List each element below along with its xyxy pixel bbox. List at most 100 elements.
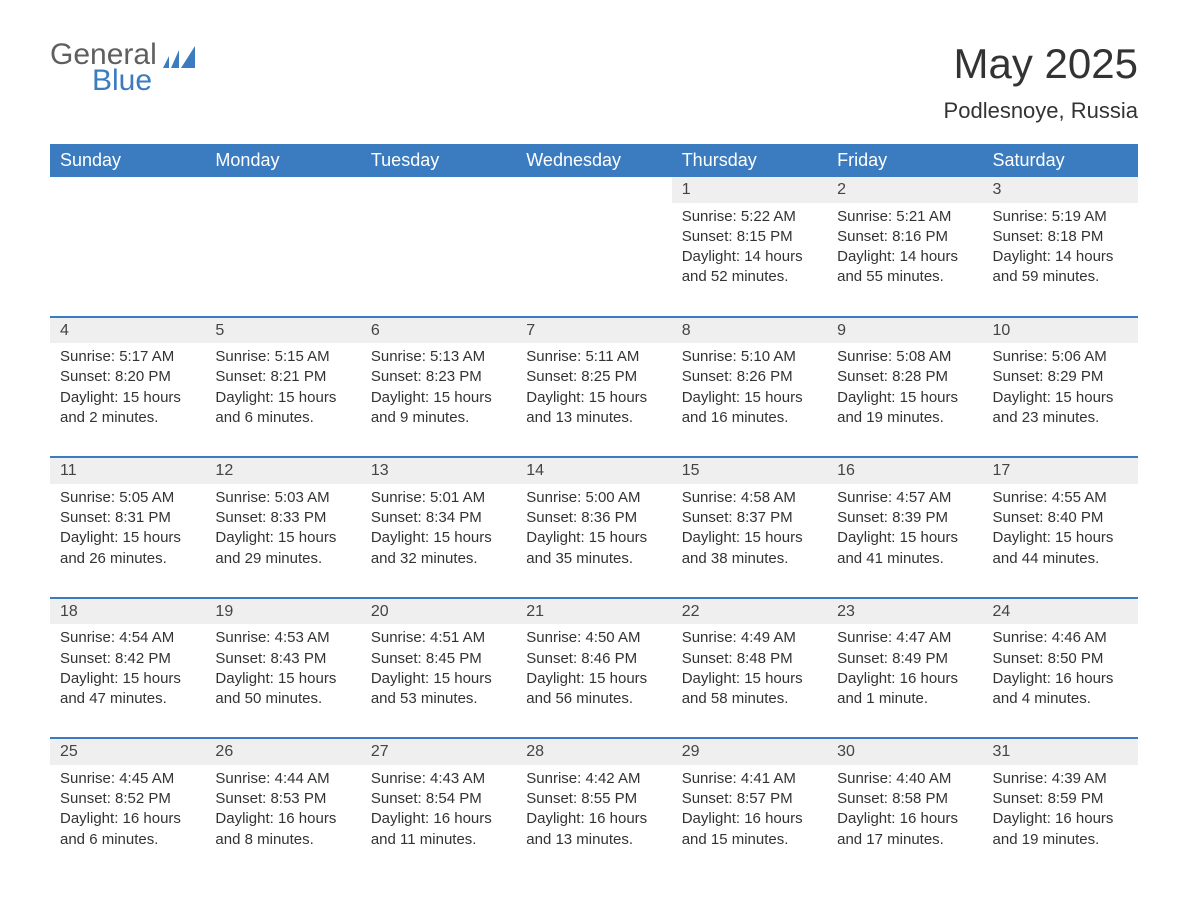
- day-detail-line: Daylight: 15 hours: [371, 388, 506, 408]
- logo-text: General Blue: [50, 40, 197, 96]
- day-number-cell: 3: [983, 177, 1138, 203]
- day-details-cell: Sunrise: 5:00 AMSunset: 8:36 PMDaylight:…: [516, 484, 671, 598]
- day-number-cell: 16: [827, 457, 982, 484]
- day-detail-line: Sunset: 8:15 PM: [682, 227, 817, 247]
- day-detail-line: Sunset: 8:57 PM: [682, 789, 817, 809]
- day-detail-line: Sunset: 8:53 PM: [215, 789, 350, 809]
- calendar-daynum-row: 45678910: [50, 317, 1138, 344]
- day-detail-line: and 50 minutes.: [215, 689, 350, 709]
- day-detail-line: and 13 minutes.: [526, 830, 661, 850]
- day-detail-line: and 19 minutes.: [993, 830, 1128, 850]
- day-detail-line: and 16 minutes.: [682, 408, 817, 428]
- day-details-cell: Sunrise: 4:58 AMSunset: 8:37 PMDaylight:…: [672, 484, 827, 598]
- day-detail-line: and 13 minutes.: [526, 408, 661, 428]
- day-detail-line: Daylight: 16 hours: [837, 669, 972, 689]
- day-detail-line: Sunrise: 4:53 AM: [215, 628, 350, 648]
- month-title: May 2025: [944, 40, 1138, 88]
- day-detail-line: Sunrise: 5:06 AM: [993, 347, 1128, 367]
- day-detail-line: Sunset: 8:20 PM: [60, 367, 195, 387]
- title-block: May 2025 Podlesnoye, Russia: [944, 40, 1138, 124]
- day-number-cell: 20: [361, 598, 516, 625]
- day-detail-line: Daylight: 16 hours: [993, 809, 1128, 829]
- day-detail-line: and 47 minutes.: [60, 689, 195, 709]
- day-detail-line: Sunset: 8:54 PM: [371, 789, 506, 809]
- calendar-table: SundayMondayTuesdayWednesdayThursdayFrid…: [50, 144, 1138, 860]
- day-detail-line: Sunrise: 5:22 AM: [682, 207, 817, 227]
- day-detail-line: Sunset: 8:21 PM: [215, 367, 350, 387]
- day-details-cell: Sunrise: 4:53 AMSunset: 8:43 PMDaylight:…: [205, 624, 360, 738]
- day-number-cell: 22: [672, 598, 827, 625]
- day-detail-line: Daylight: 15 hours: [215, 669, 350, 689]
- day-number-cell: 2: [827, 177, 982, 203]
- page-header: General Blue May 2025 Podlesnoye, Russia: [50, 40, 1138, 124]
- day-details-cell: Sunrise: 5:10 AMSunset: 8:26 PMDaylight:…: [672, 343, 827, 457]
- day-detail-line: and 8 minutes.: [215, 830, 350, 850]
- day-detail-line: Sunrise: 4:43 AM: [371, 769, 506, 789]
- day-number-cell: 7: [516, 317, 671, 344]
- day-detail-line: Daylight: 15 hours: [215, 388, 350, 408]
- day-number-cell: 19: [205, 598, 360, 625]
- day-header: Saturday: [983, 144, 1138, 177]
- day-detail-line: Daylight: 16 hours: [526, 809, 661, 829]
- day-detail-line: Daylight: 14 hours: [682, 247, 817, 267]
- day-detail-line: Sunset: 8:50 PM: [993, 649, 1128, 669]
- calendar-daynum-row: 123: [50, 177, 1138, 203]
- day-detail-line: and 1 minute.: [837, 689, 972, 709]
- day-detail-line: Sunset: 8:58 PM: [837, 789, 972, 809]
- day-detail-line: Sunrise: 4:41 AM: [682, 769, 817, 789]
- day-detail-line: and 38 minutes.: [682, 549, 817, 569]
- day-header: Monday: [205, 144, 360, 177]
- day-detail-line: Sunset: 8:39 PM: [837, 508, 972, 528]
- day-number-cell: 26: [205, 738, 360, 765]
- day-number-cell: 17: [983, 457, 1138, 484]
- day-detail-line: and 11 minutes.: [371, 830, 506, 850]
- day-detail-line: Daylight: 15 hours: [215, 528, 350, 548]
- day-detail-line: Sunrise: 5:08 AM: [837, 347, 972, 367]
- calendar-daynum-row: 25262728293031: [50, 738, 1138, 765]
- day-detail-line: Sunrise: 5:21 AM: [837, 207, 972, 227]
- day-details-cell: Sunrise: 4:55 AMSunset: 8:40 PMDaylight:…: [983, 484, 1138, 598]
- day-detail-line: Sunrise: 4:49 AM: [682, 628, 817, 648]
- day-detail-line: Daylight: 14 hours: [993, 247, 1128, 267]
- day-detail-line: Sunset: 8:59 PM: [993, 789, 1128, 809]
- day-detail-line: Sunset: 8:23 PM: [371, 367, 506, 387]
- day-detail-line: Sunset: 8:43 PM: [215, 649, 350, 669]
- day-detail-line: Daylight: 16 hours: [837, 809, 972, 829]
- day-detail-line: and 6 minutes.: [60, 830, 195, 850]
- day-number-cell: 8: [672, 317, 827, 344]
- day-detail-line: and 23 minutes.: [993, 408, 1128, 428]
- day-details-cell: Sunrise: 4:44 AMSunset: 8:53 PMDaylight:…: [205, 765, 360, 860]
- day-detail-line: and 4 minutes.: [993, 689, 1128, 709]
- day-detail-line: Sunset: 8:40 PM: [993, 508, 1128, 528]
- day-details-cell: [361, 203, 516, 317]
- day-detail-line: Sunrise: 4:58 AM: [682, 488, 817, 508]
- location-label: Podlesnoye, Russia: [944, 98, 1138, 124]
- day-detail-line: Sunrise: 4:39 AM: [993, 769, 1128, 789]
- day-detail-line: Sunset: 8:42 PM: [60, 649, 195, 669]
- day-details-cell: Sunrise: 5:01 AMSunset: 8:34 PMDaylight:…: [361, 484, 516, 598]
- day-detail-line: Daylight: 15 hours: [526, 388, 661, 408]
- day-detail-line: Daylight: 15 hours: [60, 669, 195, 689]
- day-details-cell: Sunrise: 4:57 AMSunset: 8:39 PMDaylight:…: [827, 484, 982, 598]
- day-number-cell: 24: [983, 598, 1138, 625]
- day-header: Wednesday: [516, 144, 671, 177]
- day-details-cell: Sunrise: 5:03 AMSunset: 8:33 PMDaylight:…: [205, 484, 360, 598]
- day-details-cell: Sunrise: 4:42 AMSunset: 8:55 PMDaylight:…: [516, 765, 671, 860]
- day-number-cell: [361, 177, 516, 203]
- day-details-cell: [50, 203, 205, 317]
- day-detail-line: and 9 minutes.: [371, 408, 506, 428]
- day-detail-line: Sunrise: 4:46 AM: [993, 628, 1128, 648]
- day-number-cell: 11: [50, 457, 205, 484]
- day-detail-line: Sunrise: 5:05 AM: [60, 488, 195, 508]
- day-number-cell: 12: [205, 457, 360, 484]
- day-detail-line: Sunrise: 5:13 AM: [371, 347, 506, 367]
- day-details-cell: Sunrise: 4:41 AMSunset: 8:57 PMDaylight:…: [672, 765, 827, 860]
- day-detail-line: and 52 minutes.: [682, 267, 817, 287]
- day-detail-line: Sunrise: 4:40 AM: [837, 769, 972, 789]
- day-detail-line: Sunrise: 4:51 AM: [371, 628, 506, 648]
- calendar-details-row: Sunrise: 5:05 AMSunset: 8:31 PMDaylight:…: [50, 484, 1138, 598]
- day-detail-line: and 17 minutes.: [837, 830, 972, 850]
- day-detail-line: Sunrise: 5:01 AM: [371, 488, 506, 508]
- day-number-cell: 4: [50, 317, 205, 344]
- day-detail-line: Daylight: 15 hours: [60, 528, 195, 548]
